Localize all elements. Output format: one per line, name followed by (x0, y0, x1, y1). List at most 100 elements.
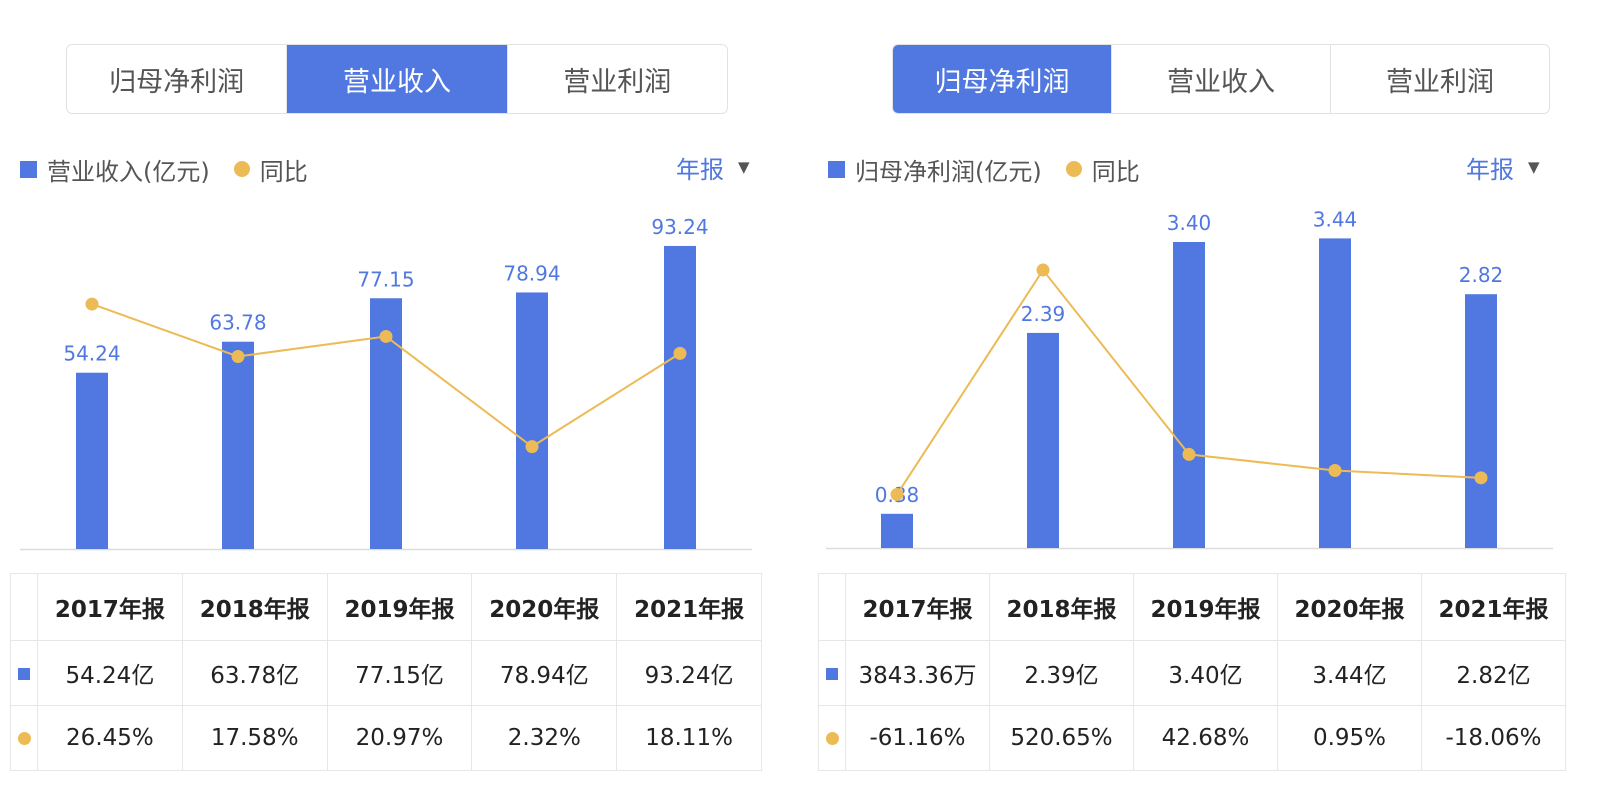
metric-tabs: 归母净利润 营业收入 营业利润 (892, 44, 1550, 114)
tab-revenue[interactable]: 营业收入 (287, 45, 508, 113)
yoy-cell: 2.32% (471, 705, 618, 771)
yoy-point (85, 297, 99, 311)
period-label: 年报 (676, 155, 724, 184)
yoy-cell: 42.68% (1133, 705, 1278, 771)
table-header-cell: 2021年报 (616, 573, 762, 641)
table-row-yoy: 26.45% 17.58% 20.97% 2.32% 18.11% (10, 705, 762, 771)
value-row-marker (818, 640, 846, 706)
table-row-value: 54.24亿 63.78亿 77.15亿 78.94亿 93.24亿 (10, 640, 762, 706)
yoy-cell: 20.97% (326, 705, 473, 771)
yoy-cell: -61.16% (845, 705, 990, 771)
yoy-point (1036, 263, 1050, 277)
yoy-cell: 26.45% (37, 705, 183, 771)
bar-legend-swatch (828, 160, 845, 178)
line-legend-swatch (233, 161, 250, 177)
table-header-cell: 2020年报 (1277, 573, 1422, 641)
table-corner (10, 573, 38, 641)
value-cell: 3.44亿 (1277, 640, 1422, 706)
line-legend-label: 同比 (259, 157, 308, 186)
revenue-table: 2017年报 2018年报 2019年报 2020年报 2021年报 54.24… (10, 573, 762, 771)
tab-operating-profit[interactable]: 营业利润 (563, 66, 672, 98)
bar-value-label: 93.24 (651, 215, 708, 239)
line-legend-swatch (1065, 161, 1082, 177)
bar-marker-icon (826, 668, 838, 680)
bar-value-label: 63.78 (209, 311, 266, 335)
bar-legend-label: 归母净利润(亿元) (855, 157, 1042, 186)
value-cell: 3.40亿 (1133, 640, 1278, 706)
yoy-point (525, 440, 539, 454)
chart-legend: 归母净利润(亿元) 同比 (828, 152, 1140, 186)
bar-value-label: 2.39 (1021, 302, 1066, 326)
bar (1173, 242, 1205, 548)
table-header-cell: 2018年报 (989, 573, 1134, 641)
table-corner (818, 573, 846, 641)
table-header-cell: 2021年报 (1421, 573, 1566, 641)
bar (1319, 238, 1351, 548)
value-cell: 54.24亿 (37, 640, 183, 706)
table-row-yoy: -61.16% 520.65% 42.68% 0.95% -18.06% (818, 705, 1566, 771)
line-legend-label: 同比 (1091, 157, 1140, 186)
yoy-point (379, 329, 393, 343)
yoy-row-marker (10, 705, 38, 771)
bar (516, 292, 548, 549)
bar-value-label: 3.40 (1167, 211, 1212, 235)
table-header-cell: 2017年报 (37, 573, 183, 641)
yoy-point (1328, 463, 1342, 477)
bar-legend-label: 营业收入(亿元) (47, 157, 210, 186)
bar (1027, 332, 1059, 548)
table-row-value: 3843.36万 2.39亿 3.40亿 3.44亿 2.82亿 (818, 640, 1566, 706)
dropdown-caret-icon: ▼ (738, 158, 750, 176)
value-row-marker (10, 640, 38, 706)
yoy-cell: 18.11% (616, 705, 762, 771)
tab-net-profit[interactable]: 归母净利润 (893, 45, 1112, 113)
value-cell: 93.24亿 (616, 640, 762, 706)
table-header-row: 2017年报 2018年报 2019年报 2020年报 2021年报 (818, 573, 1566, 641)
value-cell: 77.15亿 (326, 640, 473, 706)
yoy-cell: 520.65% (989, 705, 1134, 771)
tab-operating-profit[interactable]: 营业利润 (1386, 66, 1494, 98)
bar (222, 341, 254, 549)
tab-net-profit[interactable]: 归母净利润 (67, 45, 288, 113)
value-cell: 2.39亿 (989, 640, 1134, 706)
bar (1465, 294, 1497, 548)
table-header-cell: 2018年报 (181, 573, 328, 641)
bar-value-label: 3.44 (1313, 207, 1358, 231)
revenue-panel: 归母净利润 营业收入 营业利润 营业收入(亿元) 同比 年报 ▼ 54.24 63… (0, 0, 790, 810)
value-cell: 63.78亿 (181, 640, 328, 706)
period-dropdown[interactable]: 年报 ▼ (676, 150, 750, 184)
bar (76, 372, 108, 549)
tab-revenue[interactable]: 营业收入 (1112, 45, 1331, 113)
yoy-row-marker (818, 705, 846, 771)
yoy-point (1474, 471, 1488, 485)
bar-marker-icon (18, 668, 30, 680)
revenue-chart: 54.24 63.78 77.15 78.94 93.24 (20, 215, 752, 551)
value-cell: 78.94亿 (471, 640, 618, 706)
bar-value-label: 77.15 (357, 267, 414, 291)
bar (881, 513, 913, 548)
yoy-point (890, 487, 904, 501)
value-cell: 3843.36万 (845, 640, 990, 706)
yoy-cell: 0.95% (1277, 705, 1422, 771)
yoy-cell: 17.58% (181, 705, 328, 771)
yoy-point (231, 349, 245, 363)
bar-legend-swatch (20, 160, 37, 178)
net-profit-panel: 归母净利润 营业收入 营业利润 归母净利润(亿元) 同比 年报 ▼ 0.382.… (818, 0, 1608, 810)
chart-legend: 营业收入(亿元) 同比 (20, 152, 308, 186)
value-cell: 2.82亿 (1421, 640, 1566, 706)
yoy-point (1182, 447, 1196, 461)
yoy-cell: -18.06% (1421, 705, 1566, 771)
table-header-cell: 2019年报 (1133, 573, 1278, 641)
table-header-cell: 2017年报 (845, 573, 990, 641)
net-profit-table: 2017年报 2018年报 2019年报 2020年报 2021年报 3843.… (818, 573, 1566, 771)
dropdown-caret-icon: ▼ (1528, 158, 1540, 176)
bar-value-label: 54.24 (63, 342, 120, 366)
yoy-point (673, 346, 687, 360)
dot-marker-icon (825, 732, 839, 745)
bar-value-label: 78.94 (503, 261, 560, 285)
dot-marker-icon (17, 732, 31, 745)
table-header-cell: 2020年报 (471, 573, 618, 641)
table-header-row: 2017年报 2018年报 2019年报 2020年报 2021年报 (10, 573, 762, 641)
period-label: 年报 (1466, 155, 1514, 184)
period-dropdown[interactable]: 年报 ▼ (1466, 150, 1540, 184)
metric-tabs: 归母净利润 营业收入 营业利润 (66, 44, 728, 114)
